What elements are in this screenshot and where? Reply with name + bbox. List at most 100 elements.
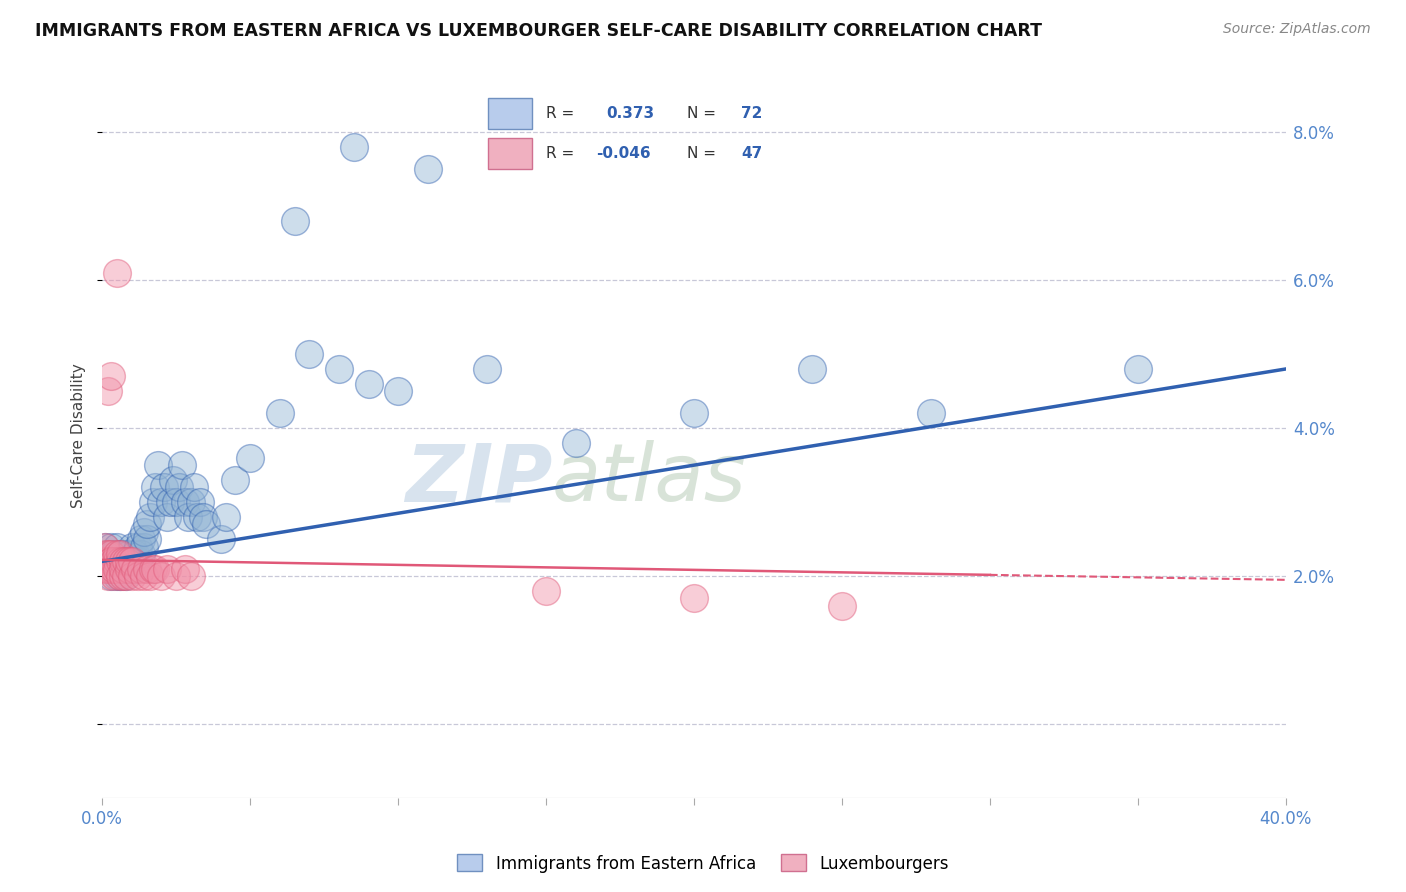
Point (94, 554, 117, 568)
Point (94, 554, 117, 568)
Point (138, 569, 160, 583)
Point (103, 554, 125, 568)
Point (103, 562, 125, 576)
Point (172, 458, 194, 472)
Point (97, 562, 120, 576)
Point (124, 554, 146, 568)
Point (97, 562, 120, 576)
Point (135, 517, 157, 532)
Point (127, 569, 149, 583)
Point (165, 495, 187, 509)
Point (683, 406, 706, 420)
Point (831, 599, 853, 613)
Point (118, 562, 141, 576)
Point (118, 554, 141, 568)
Point (150, 495, 173, 509)
Text: N =: N = (688, 146, 716, 161)
Text: atlas: atlas (553, 440, 747, 518)
Point (115, 569, 138, 583)
Y-axis label: Self-Care Disability: Self-Care Disability (72, 363, 86, 508)
Point (108, 569, 131, 583)
Text: 0.373: 0.373 (606, 106, 654, 120)
Point (186, 510, 208, 524)
Point (135, 532, 157, 546)
Point (129, 532, 152, 546)
FancyBboxPatch shape (488, 98, 531, 129)
Point (105, 554, 128, 568)
Point (100, 540, 122, 554)
Point (153, 480, 176, 494)
Point (194, 517, 217, 532)
Point (224, 473, 246, 487)
Point (105, 540, 128, 554)
Point (111, 562, 134, 576)
Point (105, 562, 128, 576)
Point (100, 554, 122, 568)
Point (100, 554, 122, 568)
Point (118, 547, 141, 561)
Point (97, 569, 120, 583)
Point (115, 569, 138, 583)
Point (683, 591, 706, 606)
Point (97, 547, 120, 561)
Point (127, 540, 149, 554)
Point (118, 562, 141, 576)
Point (387, 384, 409, 399)
Point (165, 569, 187, 583)
Point (159, 495, 181, 509)
Point (118, 554, 141, 568)
Text: N =: N = (688, 106, 716, 120)
Point (108, 554, 131, 568)
Point (1126, 362, 1149, 376)
FancyBboxPatch shape (488, 138, 531, 169)
Point (357, 376, 380, 391)
Point (145, 562, 167, 576)
Point (100, 554, 122, 568)
Point (100, 369, 122, 384)
Text: ZIP: ZIP (405, 440, 553, 518)
Point (121, 554, 143, 568)
Point (129, 562, 152, 576)
Point (108, 569, 131, 583)
Point (138, 510, 160, 524)
Point (100, 569, 122, 583)
Point (111, 547, 134, 561)
Point (105, 554, 128, 568)
Point (920, 406, 942, 420)
Point (416, 162, 439, 177)
Point (239, 450, 262, 465)
Point (121, 554, 143, 568)
Point (148, 458, 170, 472)
Point (283, 214, 305, 228)
Point (121, 569, 143, 583)
Text: R =: R = (546, 146, 574, 161)
Point (150, 569, 173, 583)
Point (108, 547, 131, 561)
Point (141, 495, 163, 509)
Point (97, 384, 120, 399)
Point (132, 540, 155, 554)
Point (121, 540, 143, 554)
Point (167, 480, 190, 494)
Text: 47: 47 (741, 146, 762, 161)
Point (124, 562, 146, 576)
Point (145, 480, 167, 494)
Point (132, 524, 155, 539)
Point (97, 547, 120, 561)
Point (156, 562, 179, 576)
Point (209, 532, 232, 546)
Point (180, 569, 202, 583)
Point (105, 547, 128, 561)
Point (564, 436, 586, 450)
Point (215, 510, 238, 524)
Point (343, 140, 366, 154)
Point (156, 510, 179, 524)
Point (132, 569, 155, 583)
Point (174, 562, 197, 576)
Point (269, 406, 291, 420)
Point (121, 562, 143, 576)
Point (124, 547, 146, 561)
Point (135, 562, 157, 576)
Point (94, 554, 117, 568)
Point (108, 547, 131, 561)
